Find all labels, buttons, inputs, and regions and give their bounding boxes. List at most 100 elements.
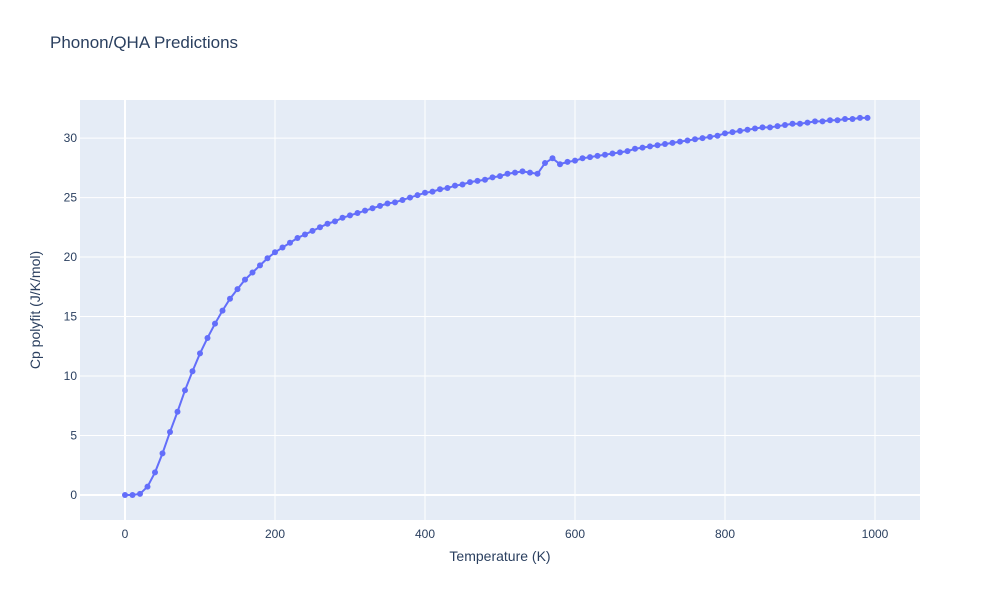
data-point[interactable] — [579, 155, 586, 162]
data-point[interactable] — [174, 408, 181, 415]
data-point[interactable] — [744, 126, 751, 133]
data-point[interactable] — [617, 149, 623, 156]
data-point[interactable] — [542, 160, 548, 167]
data-point[interactable] — [279, 244, 286, 251]
data-point[interactable] — [722, 130, 728, 137]
data-point[interactable] — [377, 202, 383, 209]
data-point[interactable] — [669, 139, 676, 146]
data-point[interactable] — [317, 224, 323, 231]
data-point[interactable] — [767, 124, 773, 131]
data-point[interactable] — [234, 286, 241, 293]
data-point[interactable] — [647, 143, 653, 150]
data-point[interactable] — [407, 194, 413, 201]
data-point[interactable] — [512, 169, 518, 176]
data-point[interactable] — [654, 142, 661, 149]
data-point[interactable] — [332, 218, 338, 225]
data-point[interactable] — [249, 269, 256, 276]
data-point[interactable] — [144, 483, 151, 490]
data-point[interactable] — [452, 182, 458, 189]
data-point[interactable] — [242, 276, 248, 283]
data-point[interactable] — [857, 114, 863, 121]
data-point[interactable] — [504, 170, 511, 177]
data-point[interactable] — [369, 205, 376, 212]
data-point[interactable] — [782, 121, 788, 128]
data-point[interactable] — [257, 262, 263, 269]
data-point[interactable] — [347, 212, 353, 219]
data-point[interactable] — [189, 368, 196, 375]
data-point[interactable] — [812, 118, 818, 125]
data-point[interactable] — [714, 132, 721, 139]
data-point[interactable] — [609, 150, 616, 157]
data-point[interactable] — [294, 235, 301, 242]
data-point[interactable] — [467, 179, 473, 186]
data-point[interactable] — [834, 117, 841, 124]
data-point[interactable] — [167, 428, 173, 435]
data-point[interactable] — [204, 334, 211, 341]
data-point[interactable] — [489, 174, 496, 181]
data-point[interactable] — [309, 227, 316, 234]
data-point[interactable] — [399, 196, 406, 203]
data-point[interactable] — [587, 154, 593, 161]
data-point[interactable] — [459, 181, 466, 188]
data-point[interactable] — [339, 214, 346, 221]
data-point[interactable] — [182, 387, 188, 394]
data-point[interactable] — [842, 116, 848, 123]
data-point[interactable] — [819, 118, 826, 125]
data-point[interactable] — [302, 231, 308, 238]
data-point[interactable] — [212, 320, 218, 327]
data-point[interactable] — [122, 492, 128, 499]
data-point[interactable] — [129, 492, 136, 499]
data-point[interactable] — [227, 295, 233, 302]
data-point[interactable] — [384, 200, 391, 207]
data-point[interactable] — [662, 141, 668, 148]
data-point[interactable] — [624, 148, 631, 155]
data-point[interactable] — [287, 239, 293, 246]
data-point[interactable] — [572, 157, 578, 164]
data-point[interactable] — [759, 124, 766, 131]
data-point[interactable] — [392, 199, 398, 206]
data-point[interactable] — [414, 192, 421, 199]
data-point[interactable] — [534, 170, 541, 177]
data-point[interactable] — [159, 450, 166, 457]
data-point[interactable] — [677, 138, 683, 145]
data-point[interactable] — [444, 185, 451, 192]
data-point[interactable] — [774, 123, 781, 130]
data-point[interactable] — [639, 144, 646, 151]
data-point[interactable] — [864, 114, 871, 121]
data-point[interactable] — [797, 120, 803, 127]
data-point[interactable] — [527, 169, 533, 176]
data-point[interactable] — [684, 137, 691, 144]
data-point[interactable] — [324, 220, 331, 227]
data-point[interactable] — [497, 173, 503, 180]
data-point[interactable] — [699, 135, 706, 142]
data-point[interactable] — [482, 176, 488, 183]
data-point[interactable] — [197, 350, 203, 357]
data-point[interactable] — [849, 116, 856, 123]
data-point[interactable] — [789, 120, 796, 127]
data-point[interactable] — [362, 207, 368, 214]
data-point[interactable] — [632, 145, 638, 152]
data-point[interactable] — [437, 186, 443, 193]
data-point[interactable] — [729, 129, 736, 136]
data-point[interactable] — [152, 469, 158, 476]
data-point[interactable] — [474, 177, 481, 184]
data-point[interactable] — [752, 125, 758, 132]
data-point[interactable] — [827, 117, 833, 124]
data-point[interactable] — [804, 119, 811, 126]
data-point[interactable] — [354, 210, 361, 217]
data-point[interactable] — [137, 490, 143, 497]
data-point[interactable] — [594, 152, 601, 159]
data-point[interactable] — [692, 136, 698, 143]
data-point[interactable] — [264, 255, 271, 262]
data-point[interactable] — [429, 188, 436, 195]
data-point[interactable] — [564, 158, 571, 165]
data-point[interactable] — [737, 127, 743, 134]
data-point[interactable] — [422, 189, 428, 196]
data-point[interactable] — [272, 249, 278, 256]
data-point[interactable] — [549, 155, 556, 162]
data-point[interactable] — [602, 151, 608, 158]
data-point[interactable] — [707, 133, 713, 140]
data-point[interactable] — [219, 307, 226, 314]
data-point[interactable] — [557, 161, 563, 168]
data-point[interactable] — [519, 168, 526, 175]
